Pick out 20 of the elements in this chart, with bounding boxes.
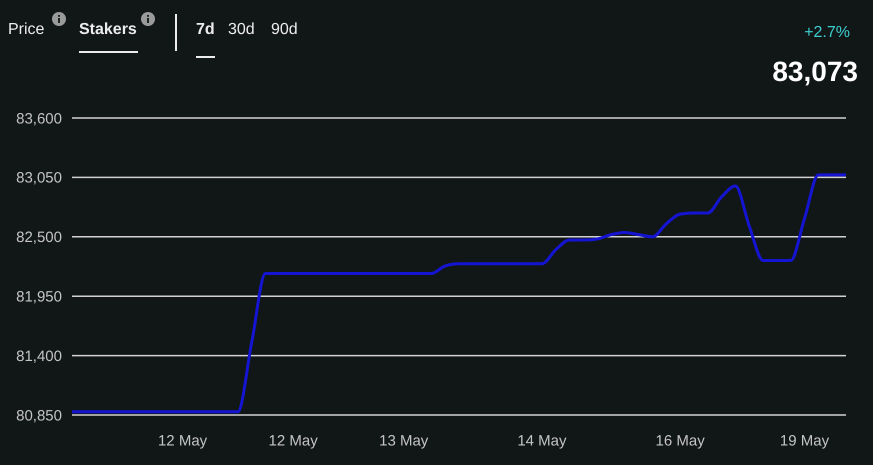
text: Price [8,21,44,39]
text: 30d [228,21,255,39]
x-tick-label: 14 May [517,432,568,450]
text: +2.7% [804,24,850,42]
x-tick-label: 16 May [656,432,706,450]
y-tick-label: 82,500 [16,229,62,246]
x-tick-label: 12 May [158,432,208,450]
y-tick-label: 83,600 [16,110,62,128]
text: 83,073 [772,56,858,87]
y-tick-label: 81,400 [16,348,62,365]
x-tick-label: 12 May [268,432,318,450]
x-tick-label: 19 May [780,432,830,450]
y-tick-label: 83,050 [16,170,62,187]
x-tick-label: 13 May [379,432,429,450]
text: Stakers [79,21,137,39]
text: 7d [196,21,215,39]
text: 90d [271,21,298,39]
y-tick-label: 81,950 [16,288,62,306]
y-tick-label: 80,850 [16,407,62,424]
line-series [70,173,848,414]
